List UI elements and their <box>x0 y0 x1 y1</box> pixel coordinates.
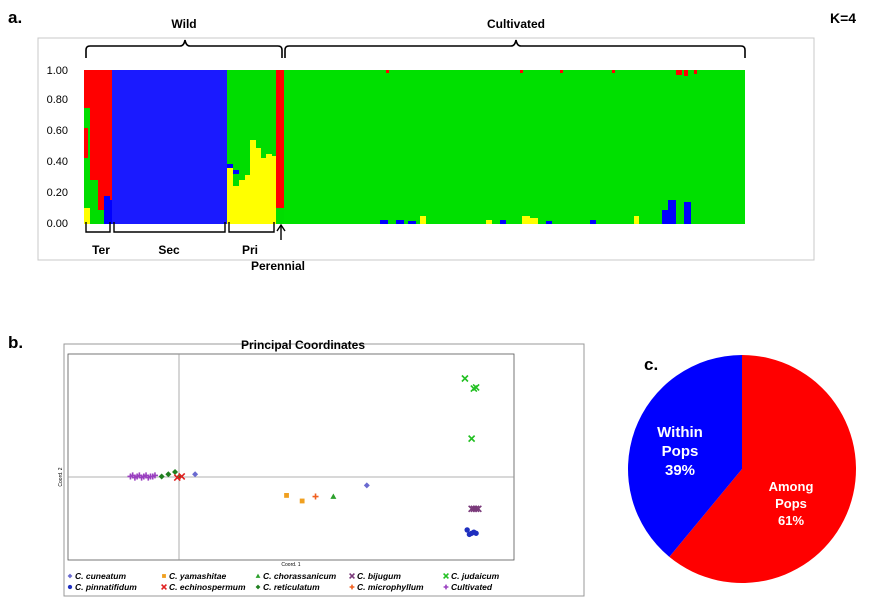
pie-slice-among <box>669 355 856 583</box>
pcoa-point <box>151 472 158 479</box>
pcoa-title: Principal Coordinates <box>241 338 365 352</box>
amova-pie: Within Pops 39% Among Pops 61% <box>628 355 856 583</box>
legend-entry: C. chorassanicum <box>263 571 337 581</box>
legend-marker <box>349 584 355 590</box>
pie-among-label2: Pops <box>775 496 807 511</box>
legend-entry: C. yamashitae <box>169 571 226 581</box>
pcoa-point <box>472 505 480 513</box>
pcoa-point <box>472 383 480 391</box>
ytick-3: 0.60 <box>47 125 68 137</box>
pie-among-label: Among <box>769 479 814 494</box>
ytick-5: 1.00 <box>47 65 68 77</box>
wild-label: Wild <box>171 17 196 31</box>
panel-label-a: a. <box>8 8 23 27</box>
cultivated-bars <box>284 70 745 224</box>
pie-slice-within <box>628 355 742 557</box>
structure-frame <box>37 37 815 261</box>
sub-label-pri: Pri <box>242 243 258 257</box>
cultivated-brace <box>284 39 746 58</box>
panel-label-b: b. <box>8 333 24 352</box>
pcoa-points <box>127 374 482 538</box>
pcoa-point <box>158 473 165 480</box>
legend-marker <box>255 573 261 578</box>
ytick-4: 0.80 <box>47 94 68 106</box>
sub-label-ter: Ter <box>92 243 110 257</box>
pcoa-point <box>192 471 199 478</box>
pie-slices <box>628 355 856 583</box>
structure-plot: Wild Cultivated 0.00 0.20 0.40 0.60 0.80… <box>37 17 815 273</box>
legend-marker <box>161 584 167 590</box>
legend-entry: C. cuneatum <box>75 571 126 581</box>
pcoa-point <box>299 498 305 504</box>
pcoa-xlabel: Coord. 1 <box>281 562 300 568</box>
legend-entry: C. reticulatum <box>263 582 320 592</box>
legend-marker <box>255 584 261 590</box>
perennial-bars <box>276 70 284 224</box>
pri-bars <box>227 70 276 224</box>
legend-entry: Cultivated <box>451 582 493 592</box>
pie-among-pct: 61% <box>778 513 804 528</box>
pcoa-point <box>172 469 179 476</box>
pcoa-ylabel: Coord. 2 <box>58 467 64 486</box>
pcoa-point <box>363 482 370 489</box>
ter-bars <box>84 70 112 224</box>
legend-entry: C. pinnatifidum <box>75 582 137 592</box>
pcoa-plot: Principal Coordinates Coord. 2 Coord. 1 … <box>58 338 585 597</box>
sec-bars <box>112 70 227 224</box>
pcoa-legend: C. cuneatum C. yamashitae C. chorassanicum… <box>67 571 500 592</box>
pcoa-point <box>165 471 172 478</box>
pcoa-point <box>461 374 469 383</box>
pie-within-label2: Pops <box>662 443 699 460</box>
pcoa-point <box>330 493 337 499</box>
ytick-0: 0.00 <box>47 218 68 230</box>
legend-marker <box>443 584 449 590</box>
legend-marker <box>443 573 449 579</box>
ytick-1: 0.20 <box>47 187 68 199</box>
sub-label-sec: Sec <box>158 243 180 257</box>
subgroup-brackets <box>85 222 286 240</box>
legend-marker <box>162 574 166 578</box>
pie-within-label: Within <box>657 424 703 441</box>
wild-brace <box>85 39 283 58</box>
pcoa-point <box>473 530 479 536</box>
legend-marker <box>349 573 355 579</box>
pcoa-point <box>474 505 482 513</box>
pcoa-plot-area <box>67 353 515 561</box>
structure-y-axis: 0.00 0.20 0.40 0.60 0.80 1.00 <box>47 65 68 230</box>
pcoa-point <box>468 435 476 443</box>
sub-label-perennial: Perennial <box>251 259 305 273</box>
legend-marker <box>67 573 73 579</box>
pcoa-point <box>284 493 289 498</box>
legend-entry: C. microphyllum <box>357 582 424 592</box>
pie-within-pct: 39% <box>665 462 695 479</box>
pcoa-frame <box>63 343 585 597</box>
panel-label-c: c. <box>644 355 659 374</box>
legend-entry: C. judaicum <box>451 571 500 581</box>
legend-marker <box>67 584 73 590</box>
pcoa-point <box>178 472 186 481</box>
ytick-2: 0.40 <box>47 156 68 168</box>
legend-entry: C. bijugum <box>357 571 401 581</box>
k-label: K=4 <box>830 10 857 26</box>
pcoa-point <box>312 493 319 500</box>
pcoa-point <box>464 527 470 533</box>
cultivated-label: Cultivated <box>487 17 545 31</box>
legend-entry: C. echinospermum <box>169 582 246 592</box>
